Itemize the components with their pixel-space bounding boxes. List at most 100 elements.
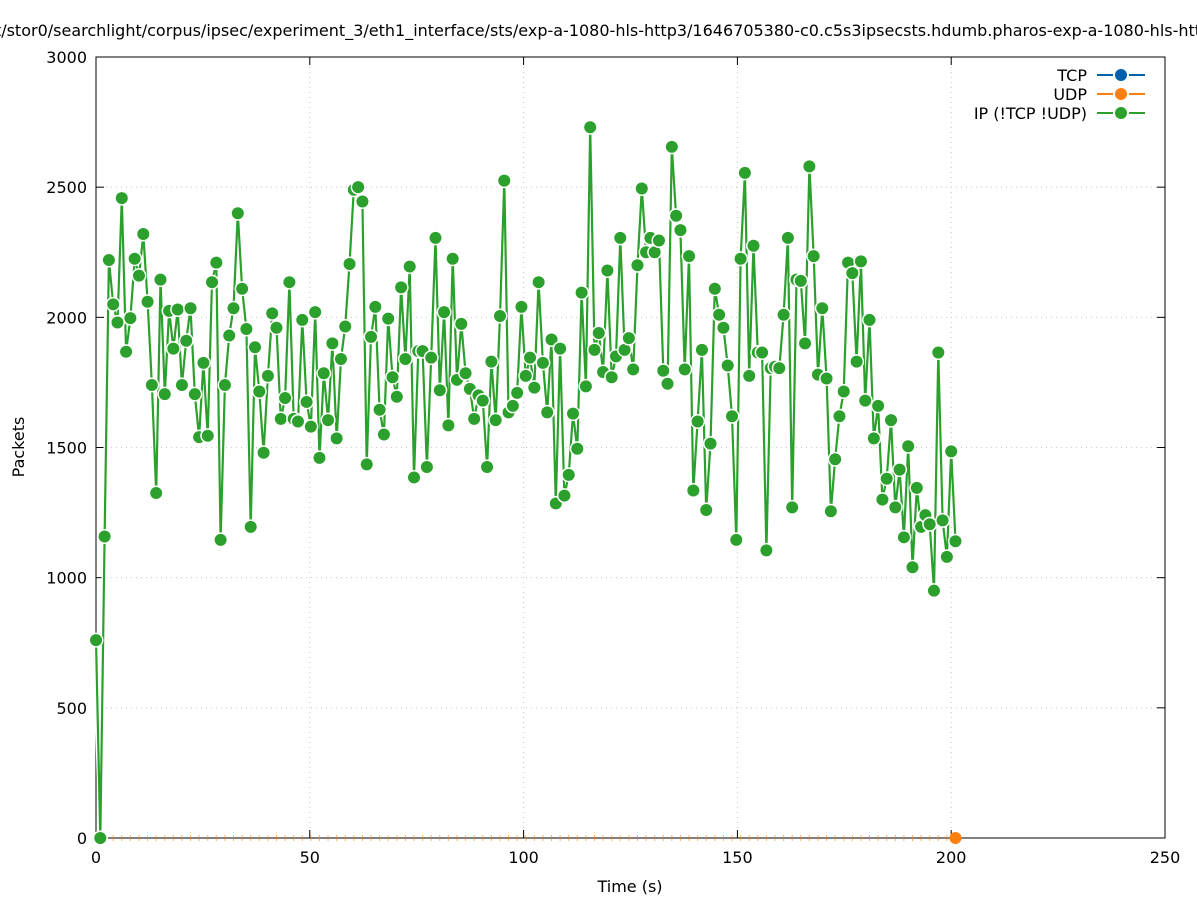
- ip-point: [816, 302, 829, 315]
- ip-point: [562, 468, 575, 481]
- ip-point: [902, 440, 915, 453]
- legend-marker: [1115, 69, 1127, 81]
- ip-point: [365, 330, 378, 343]
- ip-point: [777, 308, 790, 321]
- ip-point: [279, 392, 292, 405]
- ip-point: [515, 300, 528, 313]
- ip-point: [889, 501, 902, 514]
- ip-point: [554, 342, 567, 355]
- ip-point: [107, 298, 120, 311]
- legend-label: IP (!TCP !UDP): [974, 104, 1087, 123]
- ip-point: [360, 458, 373, 471]
- ip-point: [683, 250, 696, 263]
- ip-point: [541, 406, 554, 419]
- ip-point: [399, 352, 412, 365]
- ip-point: [158, 388, 171, 401]
- ip-point: [807, 250, 820, 263]
- ip-point: [893, 463, 906, 476]
- ip-point: [652, 234, 665, 247]
- ip-point: [532, 276, 545, 289]
- x-tick-label: 250: [1150, 848, 1181, 867]
- legend-label: UDP: [1053, 85, 1087, 104]
- ip-point: [519, 369, 532, 382]
- ip-point: [657, 364, 670, 377]
- ip-point: [863, 313, 876, 326]
- ip-point: [339, 320, 352, 333]
- ip-point: [571, 442, 584, 455]
- ip-point: [356, 195, 369, 208]
- grid: [96, 57, 1165, 838]
- udp-point: [949, 832, 962, 844]
- ip-point: [940, 550, 953, 563]
- ip-point: [622, 332, 635, 345]
- ip-point: [506, 399, 519, 412]
- ip-point: [803, 160, 816, 173]
- ip-point: [738, 166, 751, 179]
- ip-line: [94, 126, 957, 840]
- ip-point: [468, 412, 481, 425]
- ip-point: [734, 252, 747, 265]
- ip-point: [945, 445, 958, 458]
- ip-point: [756, 346, 769, 359]
- y-tick-label: 3000: [46, 48, 87, 67]
- ip-point: [145, 379, 158, 392]
- ip-point: [700, 503, 713, 516]
- ip-point: [567, 407, 580, 420]
- ip-point: [476, 394, 489, 407]
- ip-point: [90, 634, 102, 647]
- axis-ticks: 0 500 1000 1500 2000 2500 3000 0 50 100 150 200 250: [46, 48, 1180, 867]
- ip-point: [334, 352, 347, 365]
- ip-point: [197, 356, 210, 369]
- x-tick-label: 50: [300, 848, 320, 867]
- ip-point: [575, 286, 588, 299]
- ip-point: [291, 415, 304, 428]
- y-tick-label: 2500: [46, 178, 87, 197]
- ip-point: [794, 274, 807, 287]
- ip-point: [326, 337, 339, 350]
- ip-point: [223, 329, 236, 342]
- ip-point: [274, 412, 287, 425]
- x-tick-label: 150: [722, 848, 753, 867]
- ip-point: [691, 415, 704, 428]
- ip-point: [313, 451, 326, 464]
- ip-point: [936, 514, 949, 527]
- ip-point: [141, 295, 154, 308]
- ip-point: [880, 472, 893, 485]
- ip-point: [648, 246, 661, 259]
- ip-point: [120, 345, 133, 358]
- ip-point: [485, 355, 498, 368]
- ip-point: [721, 359, 734, 372]
- ip-point: [631, 259, 644, 272]
- ip-point: [730, 533, 743, 546]
- chart-title: nt/stor0/searchlight/corpus/ipsec/experi…: [0, 21, 1197, 41]
- ip-point: [137, 228, 150, 241]
- ip-point: [558, 489, 571, 502]
- ip-point: [98, 530, 111, 543]
- ip-point: [395, 281, 408, 294]
- ip-point: [867, 432, 880, 445]
- x-tick-label: 100: [508, 848, 539, 867]
- y-tick-label: 500: [56, 699, 87, 718]
- ip-point: [833, 410, 846, 423]
- ip-point: [678, 363, 691, 376]
- ip-point: [635, 182, 648, 195]
- ip-point: [373, 403, 386, 416]
- ip-point: [227, 302, 240, 315]
- ip-point: [923, 518, 936, 531]
- legend-marker: [1115, 107, 1127, 119]
- ip-point: [94, 832, 107, 844]
- ip-point: [343, 257, 356, 270]
- ip-point: [317, 367, 330, 380]
- ip-point: [438, 306, 451, 319]
- ip-point: [257, 446, 270, 459]
- ip-point: [446, 252, 459, 265]
- series-layer: [88, 119, 963, 846]
- ip-point: [330, 432, 343, 445]
- ip-point: [403, 260, 416, 273]
- ip-point: [429, 231, 442, 244]
- ip-point: [670, 209, 683, 222]
- ip-point: [824, 505, 837, 518]
- ip-point: [390, 390, 403, 403]
- x-tick-label: 0: [91, 848, 101, 867]
